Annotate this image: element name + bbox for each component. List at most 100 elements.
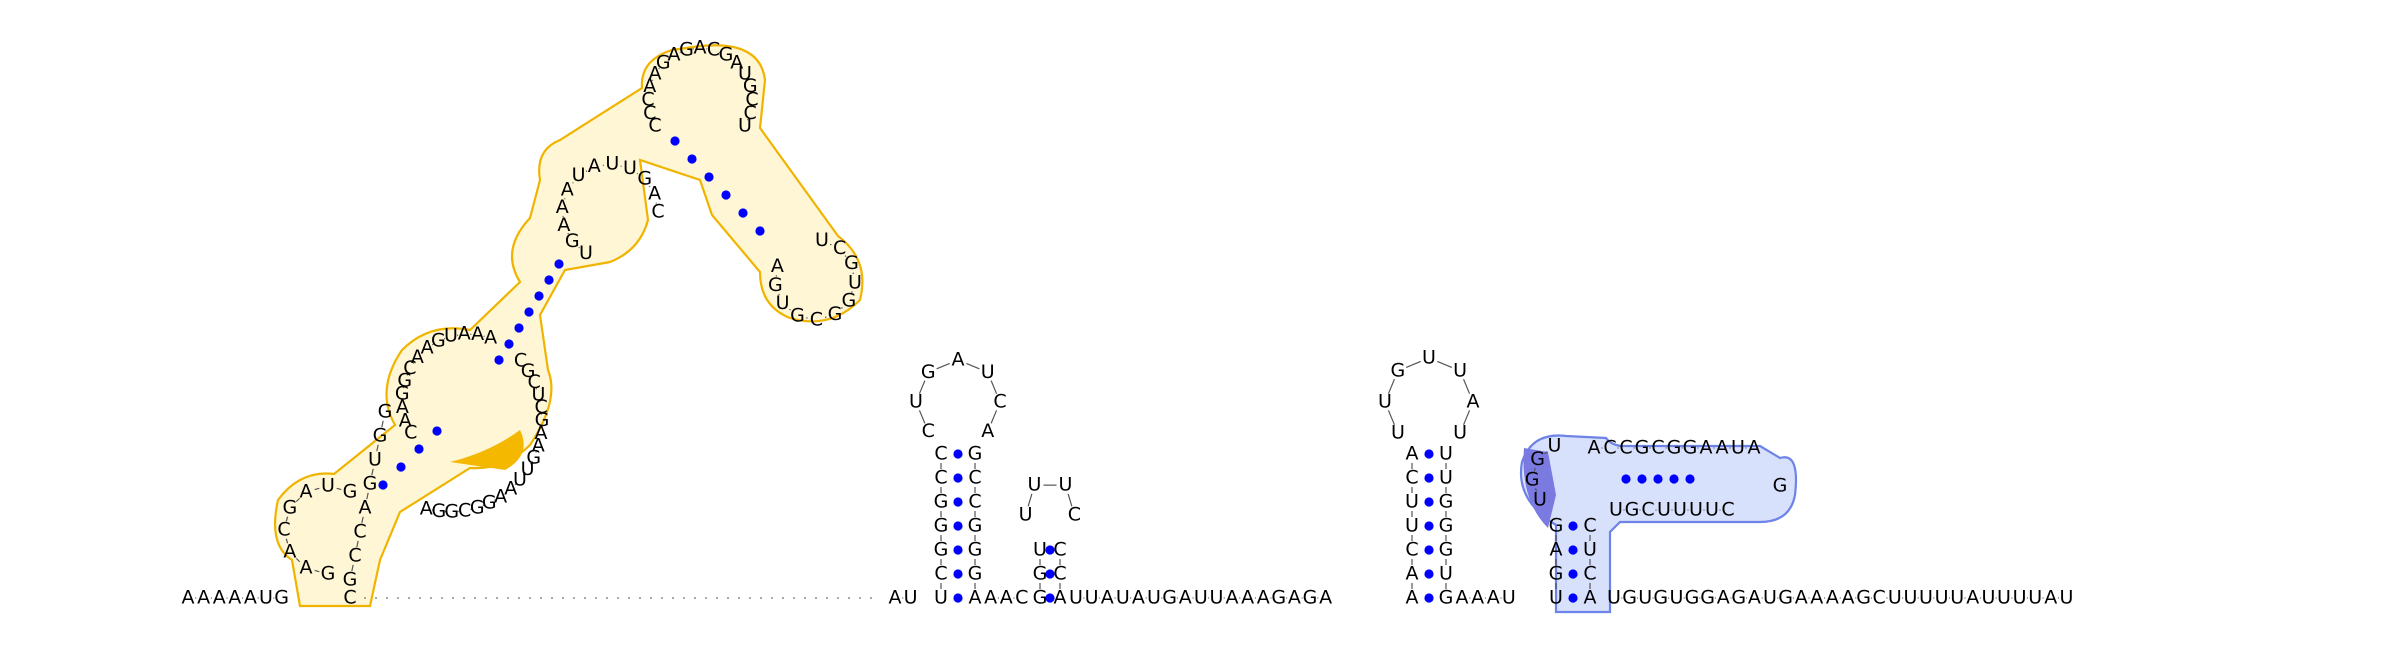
backbone-link bbox=[585, 170, 588, 172]
stem-nucleotide: G bbox=[1667, 437, 1682, 459]
backbone-link bbox=[295, 557, 301, 563]
stem-nucleotide: U bbox=[1439, 467, 1453, 489]
backbone-link bbox=[918, 380, 926, 394]
baseline-nucleotide: U bbox=[1763, 587, 1777, 609]
loop-nucleotide: C bbox=[810, 309, 823, 331]
loop-nucleotide: A bbox=[771, 255, 784, 277]
loop-nucleotide: A bbox=[952, 349, 965, 371]
stem-nucleotide: U bbox=[368, 449, 382, 471]
stem-nucleotide: C bbox=[1583, 515, 1596, 537]
loop-nucleotide: A bbox=[484, 327, 497, 349]
loop-nucleotide: C bbox=[514, 349, 527, 371]
baseline-nucleotide: U bbox=[1903, 587, 1917, 609]
loop-nucleotide: A bbox=[421, 337, 434, 359]
baseline-nucleotide: A bbox=[1257, 587, 1270, 609]
baseline-nucleotide: U bbox=[1502, 587, 1516, 609]
loop-nucleotide: C bbox=[1068, 503, 1081, 525]
stem-nucleotide: G bbox=[968, 539, 983, 561]
stem-nucleotide: C bbox=[1641, 499, 1654, 521]
loop-nucleotide: A bbox=[561, 179, 574, 201]
base-pair-dot bbox=[432, 426, 442, 436]
stem-nucleotide: U bbox=[1439, 443, 1453, 465]
base-pair-dot bbox=[738, 208, 748, 218]
backbone-link bbox=[1463, 410, 1471, 426]
backbone-link bbox=[778, 293, 780, 296]
base-pair-dot bbox=[1685, 474, 1695, 484]
baseline-nucleotide: U bbox=[2028, 587, 2042, 609]
loop-nucleotide: G bbox=[395, 383, 410, 405]
loop-nucleotide: A bbox=[588, 155, 601, 177]
loop-nucleotide: G bbox=[535, 409, 550, 431]
stem-nucleotide: G bbox=[934, 515, 949, 537]
loop-nucleotide: U bbox=[1533, 488, 1547, 510]
backbone-link bbox=[829, 243, 832, 246]
backbone-link bbox=[314, 487, 320, 491]
baseline-nucleotide: A bbox=[213, 587, 226, 609]
stem-nucleotide: U bbox=[934, 587, 948, 609]
stem-nucleotide: G bbox=[1439, 587, 1454, 609]
baseline-nucleotide: A bbox=[2044, 587, 2057, 609]
loop-nucleotide: G bbox=[470, 496, 485, 518]
baseline-nucleotide: A bbox=[228, 587, 241, 609]
baseline-nucleotide: A bbox=[984, 587, 997, 609]
baseline-nucleotide: A bbox=[889, 587, 902, 609]
loop-nucleotide: G bbox=[842, 290, 857, 312]
loop-nucleotide: U bbox=[776, 292, 790, 314]
loop-nucleotide: U bbox=[1019, 503, 1033, 525]
loop-nucleotide: C bbox=[651, 201, 664, 223]
loop-nucleotide: G bbox=[1391, 359, 1406, 381]
baseline-nucleotide: A bbox=[197, 587, 210, 609]
stem-nucleotide: G bbox=[1683, 437, 1698, 459]
base-pair-dot bbox=[396, 462, 406, 472]
backbone-link bbox=[356, 540, 359, 548]
loop-nucleotide: A bbox=[557, 214, 570, 236]
stem-nucleotide: G bbox=[1635, 437, 1650, 459]
backbone-link bbox=[314, 569, 320, 573]
backbone-link bbox=[1544, 451, 1548, 455]
stem-nucleotide: G bbox=[1439, 515, 1454, 537]
stem-nucleotide: U bbox=[1405, 515, 1419, 537]
stem-nucleotide: A bbox=[359, 497, 372, 519]
loop-nucleotide: A bbox=[283, 541, 296, 563]
loop-nucleotide: A bbox=[694, 37, 707, 59]
loop-nucleotide: U bbox=[605, 153, 619, 175]
loop-nucleotide: G bbox=[637, 167, 652, 189]
backbone-link bbox=[844, 255, 847, 258]
baseline-nucleotide: U bbox=[1997, 587, 2011, 609]
base-pair-dot bbox=[1045, 545, 1055, 555]
highlight-strong-segment bbox=[450, 430, 524, 470]
loop-nucleotide: U bbox=[579, 242, 593, 264]
loop-nucleotide: G bbox=[526, 447, 541, 469]
loop-nucleotide: A bbox=[1467, 391, 1480, 413]
base-pair-dot bbox=[1045, 593, 1055, 603]
baseline-nucleotide: A bbox=[1101, 587, 1114, 609]
stem-nucleotide: A bbox=[1700, 437, 1713, 459]
backbone-link bbox=[667, 58, 670, 60]
loop-nucleotide: U bbox=[521, 458, 535, 480]
base-pair-dot bbox=[1424, 449, 1434, 459]
loop-nucleotide: C bbox=[648, 115, 661, 137]
loop-nucleotide: A bbox=[730, 52, 743, 74]
backbone-link bbox=[966, 362, 980, 370]
loop-nucleotide: G bbox=[1530, 448, 1545, 470]
baseline-nucleotide: A bbox=[1748, 587, 1761, 609]
base-pair-dot bbox=[953, 497, 963, 507]
baseline-nucleotide: U bbox=[1069, 587, 1083, 609]
loop-nucleotide: C bbox=[277, 519, 290, 541]
loop-nucleotide: U bbox=[815, 229, 829, 251]
stem-nucleotide: G bbox=[1439, 539, 1454, 561]
loop-nucleotide: A bbox=[458, 323, 471, 345]
loop-nucleotide: G bbox=[719, 44, 734, 66]
loop-nucleotide: G bbox=[768, 274, 783, 296]
stem-nucleotide: G bbox=[968, 515, 983, 537]
loop-nucleotide: G bbox=[521, 360, 536, 382]
baseline-nucleotide: A bbox=[1288, 587, 1301, 609]
base-pair-layer bbox=[378, 136, 1695, 603]
baseline-nucleotide: U bbox=[1116, 587, 1130, 609]
stem-nucleotide: G bbox=[378, 401, 393, 423]
loop-nucleotide: U bbox=[1422, 347, 1436, 369]
base-pair-dot bbox=[1568, 545, 1578, 555]
base-pair-dot bbox=[670, 136, 680, 146]
loop-nucleotide: A bbox=[420, 497, 433, 519]
